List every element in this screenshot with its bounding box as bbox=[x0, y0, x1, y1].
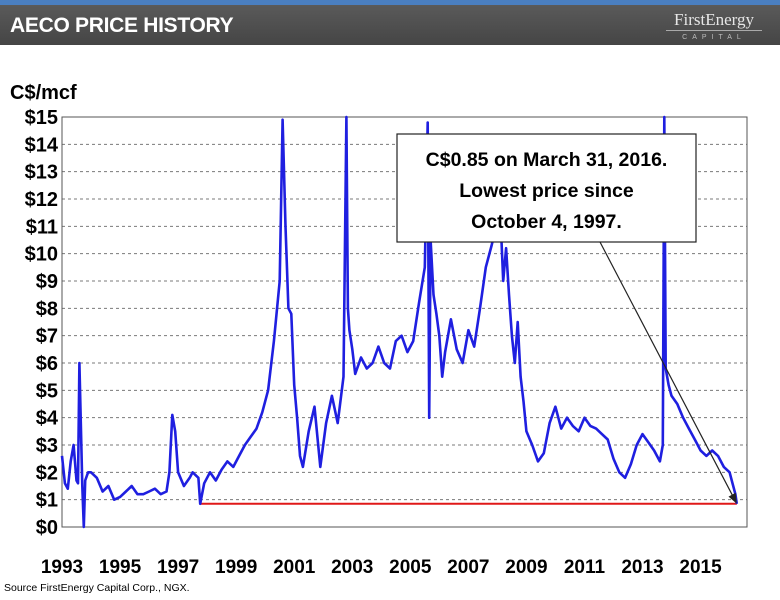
top-accent-rule bbox=[0, 0, 780, 5]
y-tick-label: $10 bbox=[25, 244, 58, 266]
y-tick-label: $1 bbox=[36, 490, 58, 512]
slide-header: AECO PRICE HISTORY FirstEnergy CAPITAL bbox=[0, 5, 780, 45]
annotation-text-line: C$0.85 on March 31, 2016. bbox=[426, 149, 668, 171]
x-tick-label: 1999 bbox=[215, 557, 257, 578]
aeco-price-chart: C$/mcf $0$1$2$3$4$5$6$7$8$9$10$11$12$13$… bbox=[10, 82, 748, 578]
series-layer bbox=[60, 115, 739, 529]
y-tick-label: $13 bbox=[25, 162, 58, 184]
annotation-box bbox=[396, 133, 697, 243]
y-tick-label: $9 bbox=[36, 271, 58, 293]
y-tick-labels: $0 $1 $2 $3 $4 $5 $6 $7 $8 $9 $10 $11 $12 $13 $14 $15 bbox=[25, 107, 59, 539]
callout-arrowhead bbox=[728, 492, 737, 504]
callout-arrow-line bbox=[599, 241, 735, 499]
logo-subtitle: CAPITAL bbox=[682, 34, 746, 41]
x-tick-label: 2009 bbox=[505, 557, 547, 578]
annotation-text-line: October 4, 1997. bbox=[471, 211, 622, 233]
y-tick-label: $11 bbox=[26, 216, 58, 238]
slide-title: AECO PRICE HISTORY bbox=[10, 14, 234, 37]
source-note: Source FirstEnergy Capital Corp., NGX. bbox=[4, 582, 190, 594]
logo-divider bbox=[666, 30, 762, 31]
price-series-line bbox=[60, 115, 739, 529]
x-tick-label: 2007 bbox=[447, 557, 489, 578]
annotation-layer: C$0.85 on March 31, 2016. Lowest price si… bbox=[396, 133, 737, 504]
y-tick-label: $14 bbox=[25, 134, 59, 156]
y-tick-label: $3 bbox=[36, 435, 58, 457]
y-tick-label: $5 bbox=[36, 380, 58, 402]
y-tick-label: $4 bbox=[36, 408, 59, 430]
x-tick-label: 1993 bbox=[41, 557, 83, 578]
x-tick-label: 2003 bbox=[331, 557, 373, 578]
x-tick-label: 2005 bbox=[389, 557, 432, 578]
plot-frame bbox=[61, 116, 748, 528]
x-tick-label: 2013 bbox=[621, 557, 663, 578]
x-tick-label: 2001 bbox=[273, 557, 316, 578]
y-tick-label: $12 bbox=[25, 189, 58, 211]
y-tick-label: $2 bbox=[36, 462, 58, 484]
y-tick-label: $15 bbox=[25, 107, 58, 129]
annotation-text-line: Lowest price since bbox=[459, 180, 634, 202]
x-tick-labels: 1993 1995 1997 1999 2001 2003 2005 2007 2009 2011… bbox=[41, 557, 722, 578]
x-tick-label: 1995 bbox=[99, 557, 142, 578]
y-tick-label: $7 bbox=[36, 326, 58, 348]
y-axis-label: C$/mcf bbox=[10, 82, 77, 104]
firstenergy-logo: FirstEnergy CAPITAL bbox=[660, 11, 768, 45]
y-tick-label: $6 bbox=[36, 353, 58, 375]
y-tick-label: $0 bbox=[36, 517, 58, 539]
x-tick-label: 2011 bbox=[564, 557, 606, 578]
x-tick-label: 1997 bbox=[157, 557, 199, 578]
logo-wordmark: FirstEnergy bbox=[674, 10, 754, 29]
x-tick-label: 2015 bbox=[679, 557, 722, 578]
y-tick-label: $8 bbox=[36, 298, 58, 320]
